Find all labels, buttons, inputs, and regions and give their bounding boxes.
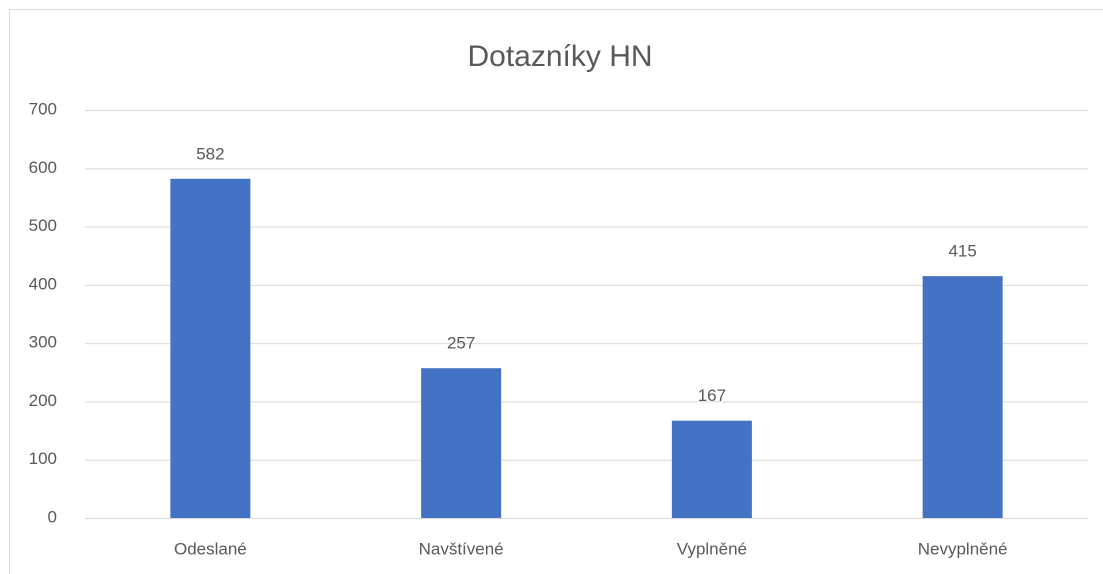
y-tick-label: 600 [29,158,57,177]
bar [671,420,752,518]
bar [421,368,502,518]
bar [170,178,251,518]
x-tick-label: Nevyplněné [918,539,1008,558]
data-label: 415 [948,242,976,261]
y-tick-label: 500 [29,216,57,235]
x-tick-label: Navštívené [419,539,504,558]
y-tick-label: 300 [29,333,57,352]
x-tick-label: Vyplněné [677,539,747,558]
data-label: 257 [447,334,475,353]
chart-title: Dotazníky HN [467,40,652,73]
y-tick-label: 100 [29,449,57,468]
y-tick-label: 400 [29,274,57,293]
y-tick-label: 0 [48,507,57,526]
data-label: 582 [196,144,224,163]
data-label: 167 [698,386,726,405]
y-tick-label: 200 [29,391,57,410]
x-tick-label: Odeslané [174,539,247,558]
bar [922,276,1003,518]
y-tick-label: 700 [29,99,57,118]
